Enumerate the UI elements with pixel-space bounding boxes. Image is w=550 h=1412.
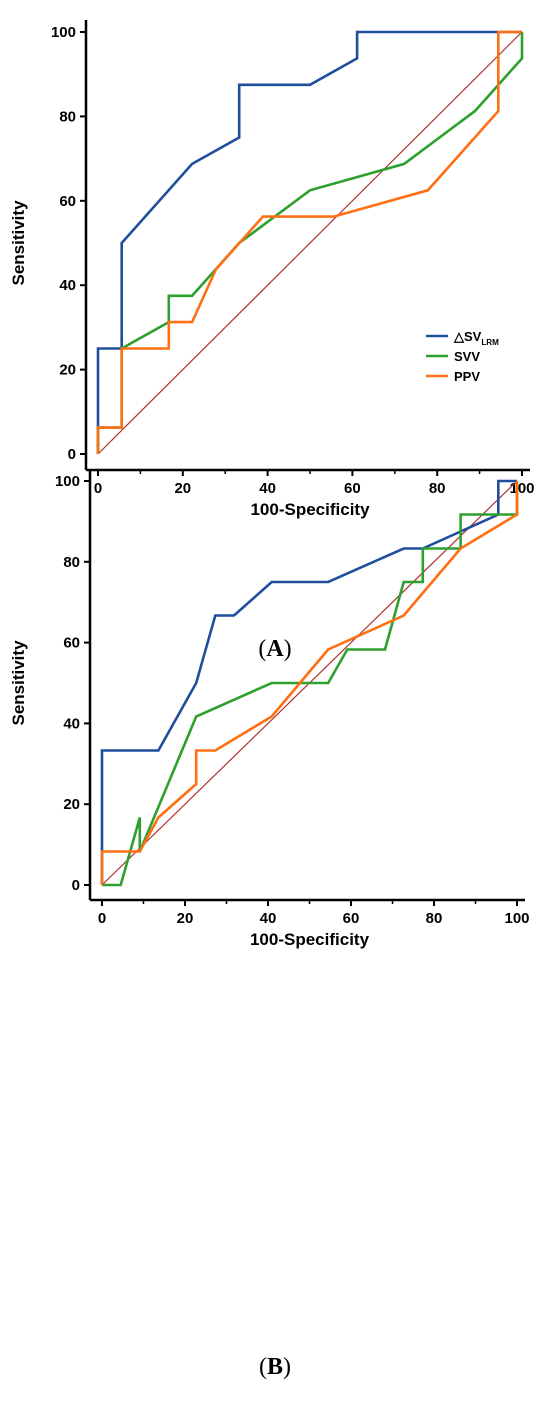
y-tick-label: 0 bbox=[68, 446, 76, 463]
x-axis-label: 100-Specificity bbox=[250, 930, 370, 949]
series-line-ppv bbox=[96, 30, 522, 454]
x-tick-label: 40 bbox=[260, 910, 277, 927]
y-tick-label: 100 bbox=[51, 24, 76, 41]
x-tick-label: 80 bbox=[426, 910, 443, 927]
legend-label: PPV bbox=[454, 369, 480, 384]
x-tick-label: 80 bbox=[429, 480, 446, 497]
legend-label-subscript: LRM bbox=[481, 338, 499, 347]
x-tick-label: 20 bbox=[177, 910, 194, 927]
x-tick-label: 100 bbox=[504, 910, 529, 927]
x-tick-label: 60 bbox=[343, 910, 360, 927]
reference-diagonal bbox=[97, 31, 523, 455]
roc-chart-a: 0 20 40 60 80 100 0 20 40 60 80 100 100-Specificity S… bbox=[9, 20, 535, 662]
y-tick-label: 60 bbox=[63, 635, 80, 652]
y-axis-label: Sensitivity bbox=[9, 200, 28, 286]
x-axis-label: 100-Specificity bbox=[250, 500, 370, 519]
y-axis-label: Sensitivity bbox=[9, 640, 28, 726]
x-tick-label: 0 bbox=[98, 910, 106, 927]
y-tick-label: 20 bbox=[63, 796, 80, 813]
y-tick-label: 60 bbox=[59, 193, 76, 210]
y-tick-label: 80 bbox=[63, 554, 80, 571]
roc-chart-b-svg: 0 20 40 60 80 100 0 20 40 60 80 100 100-Specificity S… bbox=[9, 469, 530, 949]
legend-label: SVV bbox=[454, 349, 480, 364]
roc-chart-b: 0 20 40 60 80 100 0 20 40 60 80 100 100-Specificity S… bbox=[0, 420, 550, 1412]
series-line-ppv bbox=[102, 481, 519, 887]
x-tick-label: 60 bbox=[344, 480, 361, 497]
y-tick-label: 0 bbox=[72, 877, 80, 894]
y-tick-label: 40 bbox=[59, 277, 76, 294]
y-tick-label: 80 bbox=[59, 108, 76, 125]
series-line-sv bbox=[96, 30, 522, 454]
legend-label: △SVLRM bbox=[453, 329, 499, 347]
y-tick-label: 20 bbox=[59, 362, 76, 379]
y-tick-label: 100 bbox=[55, 473, 80, 490]
x-tick-label: 20 bbox=[174, 480, 191, 497]
roc-chart-a-svg: 0 20 40 60 80 100 0 20 40 60 80 100 100-Specificity S… bbox=[9, 20, 535, 519]
x-tick-label: 0 bbox=[94, 480, 102, 497]
x-tick-label: 40 bbox=[259, 480, 276, 497]
y-tick-label: 40 bbox=[63, 715, 80, 732]
panel-label-a: (A) bbox=[258, 636, 292, 662]
panel-label-b: (B) bbox=[258, 1354, 291, 1380]
series-line-svv bbox=[100, 481, 519, 885]
